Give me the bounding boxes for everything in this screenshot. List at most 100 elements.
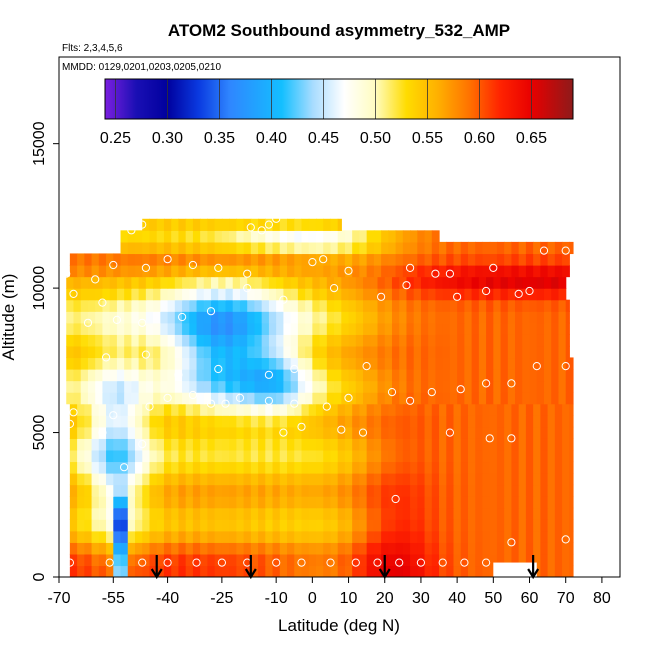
heatmap-cell: [171, 438, 180, 451]
heatmap-cell: [258, 253, 266, 266]
heatmap-cell: [334, 288, 342, 301]
heatmap-cell: [135, 553, 143, 567]
heatmap-cell: [142, 253, 151, 266]
heatmap-cell: [192, 265, 201, 278]
heatmap-cell: [359, 449, 368, 463]
heatmap-cell: [381, 438, 389, 451]
heatmap-cell: [475, 241, 484, 255]
heatmap-cell: [207, 438, 216, 451]
heatmap-cell: [399, 334, 408, 347]
heatmap-cell: [406, 276, 415, 289]
heatmap-cell: [446, 253, 455, 266]
heatmap-cell: [232, 380, 241, 393]
heatmap-cell: [308, 415, 317, 428]
heatmap-cell: [106, 461, 114, 474]
heatmap-cell: [319, 345, 328, 359]
heatmap-cell: [533, 496, 541, 509]
heatmap-cell: [138, 392, 147, 405]
heatmap-cell: [551, 322, 560, 335]
heatmap-cell: [279, 530, 288, 543]
heatmap-cell: [547, 473, 556, 486]
heatmap-cell: [453, 565, 462, 577]
heatmap-cell: [116, 288, 125, 301]
heatmap-cell: [522, 334, 531, 347]
heatmap-cell: [366, 415, 375, 428]
heatmap-cell: [120, 438, 129, 451]
heatmap-cell: [84, 449, 93, 463]
heatmap-cell: [489, 415, 498, 428]
heatmap-cell: [149, 403, 158, 416]
heatmap-cell: [174, 334, 183, 347]
heatmap-cell: [504, 265, 513, 278]
heatmap-cell: [330, 507, 339, 520]
heatmap-cell: [258, 426, 266, 439]
heatmap-cell: [464, 369, 473, 382]
heatmap-cell: [486, 299, 494, 312]
heatmap-cell: [533, 449, 541, 463]
heatmap-cell: [149, 507, 158, 520]
heatmap-cell: [106, 449, 114, 463]
sample-point: [358, 428, 368, 437]
heatmap-cell: [395, 496, 404, 509]
heatmap-cell: [91, 253, 100, 266]
heatmap-cell: [113, 438, 122, 451]
heatmap-cell: [478, 288, 487, 301]
heatmap-cell: [551, 392, 560, 405]
heatmap-cell: [290, 276, 299, 289]
heatmap-cell: [116, 322, 125, 335]
sample-point: [344, 266, 353, 275]
heatmap-cell: [446, 553, 455, 567]
heatmap-cell: [315, 542, 324, 555]
heatmap-cell: [315, 553, 324, 567]
sample-point: [351, 558, 360, 567]
heatmap-cell: [116, 276, 125, 289]
heatmap-cell: [424, 496, 433, 509]
heatmap-cell: [547, 553, 556, 567]
heatmap-cell: [73, 322, 82, 335]
heatmap-cell: [482, 565, 491, 577]
heatmap-cell: [254, 392, 263, 405]
heatmap-cell: [554, 553, 563, 567]
heatmap-cell: [261, 380, 270, 393]
heatmap-cell: [294, 473, 303, 486]
heatmap-cell: [160, 357, 169, 370]
heatmap-cell: [283, 380, 292, 393]
heatmap-cell: [98, 484, 107, 497]
heatmap-cell: [475, 253, 484, 266]
colorbar-tick-label: 0.65: [516, 130, 547, 147]
heatmap-cell: [127, 403, 136, 416]
heatmap-cell: [464, 276, 473, 289]
sample-point: [308, 258, 317, 267]
heatmap-cell: [229, 265, 237, 278]
heatmap-cell: [554, 461, 563, 474]
heatmap-cell: [457, 276, 465, 289]
heatmap-cell: [370, 345, 379, 359]
heatmap-cell: [562, 519, 570, 532]
heatmap-cell: [203, 345, 212, 359]
heatmap-cell: [424, 438, 433, 451]
heatmap-cell: [446, 542, 455, 555]
heatmap-cell: [283, 288, 292, 301]
heatmap-cell: [406, 380, 415, 393]
heatmap-cell: [453, 530, 462, 543]
heatmap-cell: [171, 553, 180, 567]
heatmap-cell: [120, 565, 129, 577]
heatmap-cell: [287, 461, 295, 474]
x-tick-label: -70: [47, 590, 70, 607]
heatmap-cell: [446, 473, 455, 486]
heatmap-cell: [77, 519, 85, 532]
heatmap-cell: [402, 530, 411, 543]
heatmap-cell: [377, 392, 386, 405]
heatmap-cell: [337, 530, 346, 543]
heatmap-cell: [182, 276, 190, 289]
sample-point: [322, 402, 331, 411]
heatmap-cell: [69, 530, 78, 543]
heatmap-cell: [301, 565, 310, 577]
heatmap-cell: [106, 265, 114, 278]
heatmap-cell: [518, 461, 527, 474]
heatmap-cell: [529, 311, 538, 324]
heatmap-cell: [518, 484, 527, 497]
heatmap-cell: [366, 265, 375, 278]
heatmap-cell: [229, 241, 237, 255]
heatmap-cell: [189, 369, 198, 382]
